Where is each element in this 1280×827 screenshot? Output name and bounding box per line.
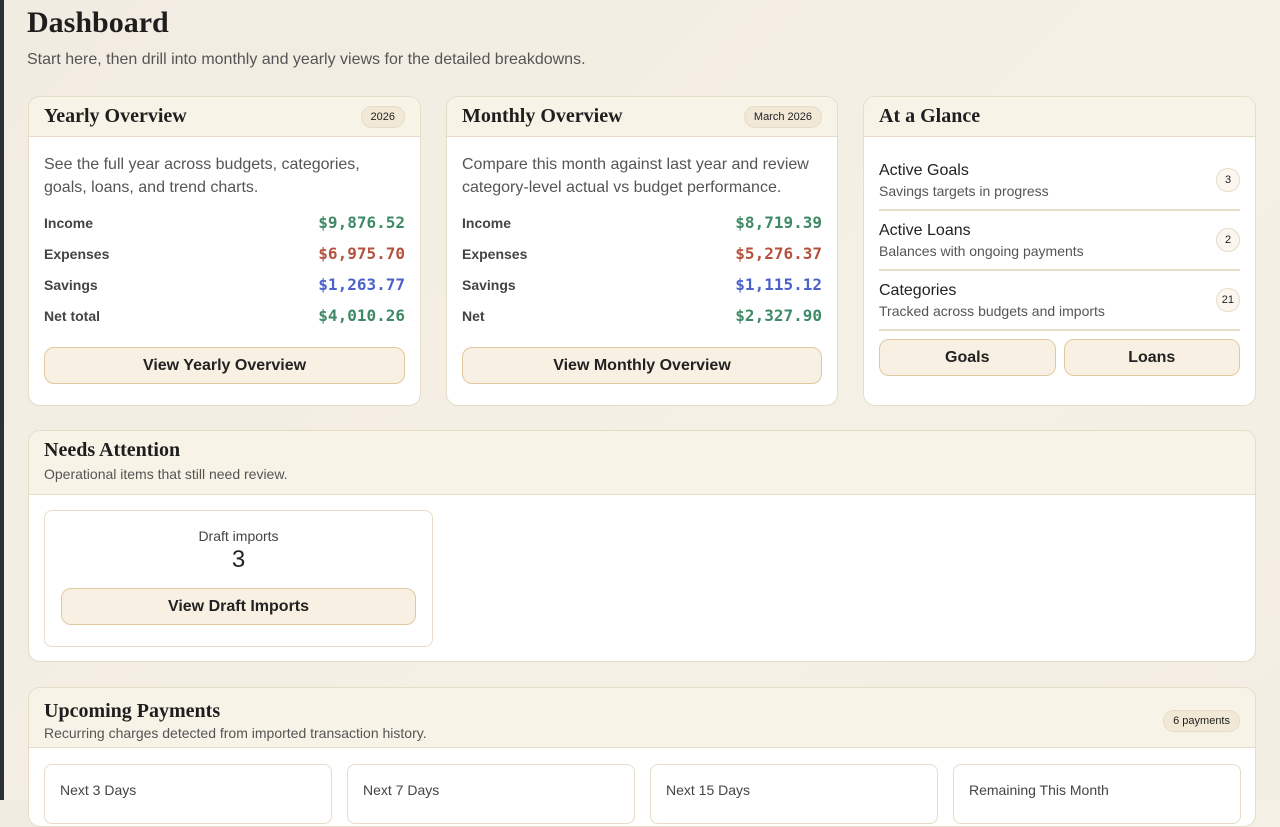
card-header: Yearly Overview 2026 [29, 97, 420, 137]
glance-item: Active Loans Balances with ongoing paymen… [879, 211, 1240, 271]
summary-row: Savings $1,115.12 [462, 269, 822, 300]
item-count: 2 [1216, 228, 1240, 252]
row-label: Income [462, 214, 512, 231]
row-value: $1,263.77 [318, 275, 405, 294]
header-text: Upcoming Payments Recurring charges dete… [44, 700, 427, 741]
button-row: Goals Loans [879, 339, 1240, 376]
item-count: 3 [1216, 168, 1240, 192]
item-text: Active Loans Balances with ongoing paymen… [879, 222, 1084, 259]
card-title: Monthly Overview [462, 105, 623, 127]
card-subtitle: Recurring charges detected from imported… [44, 725, 427, 741]
row-value: $6,975.70 [318, 244, 405, 263]
period-box: Remaining This Month [953, 764, 1241, 824]
view-button[interactable]: View Monthly Overview [462, 347, 822, 384]
glance-button[interactable]: Loans [1063, 339, 1240, 376]
draft-label: Draft imports [198, 528, 279, 544]
row-label: Expenses [462, 245, 528, 262]
row-value: $8,719.39 [735, 213, 822, 232]
summary-row: Expenses $5,276.37 [462, 238, 822, 269]
sidebar-edge [0, 0, 4, 800]
item-count: 21 [1215, 288, 1240, 312]
card-description: See the full year across budgets, catego… [44, 156, 360, 196]
row-value: $1,115.12 [735, 275, 822, 294]
page-title: Dashboard [27, 6, 169, 39]
card-header: Upcoming Payments Recurring charges dete… [29, 688, 1255, 748]
period-badge: 2026 [360, 105, 405, 128]
card-title: At a Glance [879, 105, 981, 127]
row-label: Expenses [44, 245, 110, 262]
upcoming-card: Upcoming Payments Recurring charges dete… [28, 687, 1256, 827]
attention-card: Needs Attention Operational items that s… [28, 430, 1256, 662]
card-description: Compare this month against last year and… [462, 156, 809, 196]
row-label: Savings [462, 276, 516, 293]
row-value: $5,276.37 [735, 244, 822, 263]
card-header: Monthly Overview March 2026 [447, 97, 837, 137]
item-title: Active Loans [879, 221, 971, 239]
row-label: Savings [44, 276, 98, 293]
row-label: Net [462, 307, 485, 324]
item-title: Active Goals [879, 161, 969, 179]
glance-card: At a Glance Active Goals Savings targets … [863, 96, 1256, 406]
card-header: At a Glance [864, 97, 1255, 137]
glance-item: Active Goals Savings targets in progress 3 [879, 151, 1240, 211]
payments-badge: 6 payments [1163, 709, 1240, 732]
draft-box: Draft imports 3 View Draft Imports [44, 510, 433, 647]
card-title: Yearly Overview [44, 105, 187, 127]
draft-count: 3 [231, 546, 246, 573]
item-subtitle: Savings targets in progress [879, 182, 1049, 199]
row-label: Net total [44, 307, 100, 324]
period-box: Next 3 Days [44, 764, 332, 824]
page-subtitle: Start here, then drill into monthly and … [27, 51, 586, 68]
card-subtitle: Operational items that still need review… [44, 466, 288, 482]
item-subtitle: Tracked across budgets and imports [879, 302, 1105, 319]
period-badge: March 2026 [743, 105, 822, 128]
monthly-card: Monthly Overview March 2026 Compare this m… [446, 96, 838, 406]
card-title: Upcoming Payments [44, 700, 221, 722]
glance-item: Categories Tracked across budgets and imp… [879, 271, 1240, 331]
row-value: $4,010.26 [318, 306, 405, 325]
glance-button[interactable]: Goals [879, 339, 1056, 376]
period-box: Next 15 Days [650, 764, 938, 824]
summary-row: Net $2,327.90 [462, 300, 822, 331]
summary-row: Income $8,719.39 [462, 207, 822, 238]
card-body: Compare this month against last year and… [447, 137, 837, 400]
view-drafts-button[interactable]: View Draft Imports [61, 588, 416, 625]
view-button[interactable]: View Yearly Overview [44, 347, 405, 384]
card-title: Needs Attention [44, 439, 181, 461]
card-body: Active Goals Savings targets in progress 3… [864, 137, 1255, 376]
item-text: Categories Tracked across budgets and imp… [879, 282, 1105, 319]
row-value: $2,327.90 [735, 306, 822, 325]
row-value: $9,876.52 [318, 213, 405, 232]
period-box: Next 7 Days [347, 764, 635, 824]
yearly-card: Yearly Overview 2026 See the full year acr… [28, 96, 421, 406]
row-label: Income [44, 214, 94, 231]
item-title: Categories [879, 281, 957, 299]
item-subtitle: Balances with ongoing payments [879, 242, 1084, 259]
card-header: Needs Attention Operational items that s… [29, 431, 1255, 495]
summary-row: Expenses $6,975.70 [44, 238, 405, 269]
summary-row: Net total $4,010.26 [44, 300, 405, 331]
summary-row: Income $9,876.52 [44, 207, 405, 238]
card-body: See the full year across budgets, catego… [29, 137, 420, 400]
item-text: Active Goals Savings targets in progress [879, 162, 1049, 199]
summary-row: Savings $1,263.77 [44, 269, 405, 300]
